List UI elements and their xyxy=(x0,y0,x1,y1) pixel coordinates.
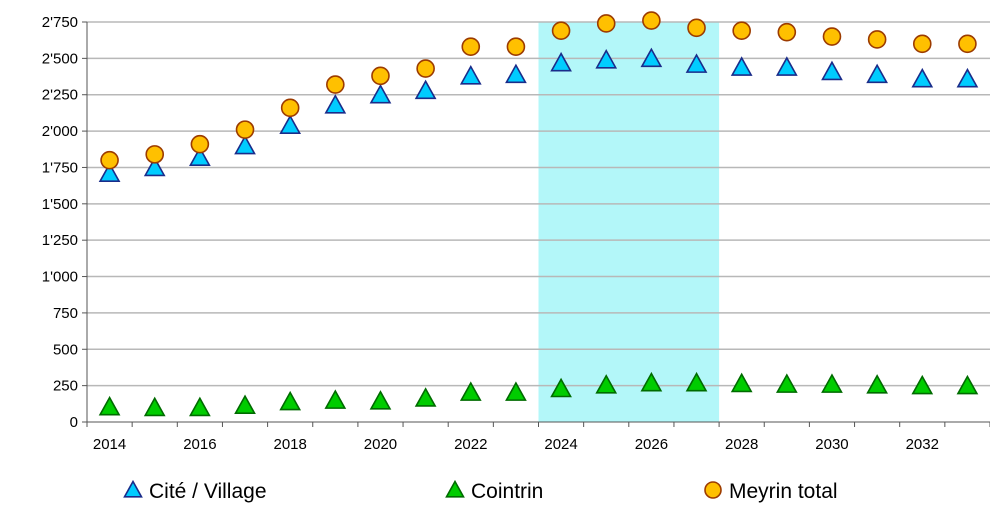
x-tick-label: 2026 xyxy=(635,436,668,453)
x-tick-label: 2024 xyxy=(544,436,577,453)
x-tick-label: 2020 xyxy=(364,436,397,453)
point-cit----village xyxy=(550,51,572,72)
y-tick-label: 2'500 xyxy=(42,50,78,67)
point-cit----village xyxy=(911,67,934,88)
point-meyrin-total xyxy=(687,18,706,38)
point-cointrin xyxy=(369,390,392,410)
y-tick-label: 2'750 xyxy=(42,14,78,31)
x-tick-labels: 2014 2016 2018 2020 2022 2024 2026 2028 2030 2032 xyxy=(93,436,939,453)
point-cit----village xyxy=(369,83,392,104)
point-cointrin xyxy=(189,396,211,417)
point-cointrin xyxy=(866,374,888,394)
gridlines xyxy=(87,21,990,387)
point-meyrin-total xyxy=(235,120,255,139)
x-tick-label: 2028 xyxy=(725,436,758,453)
point-cointrin xyxy=(956,374,979,395)
point-meyrin-total xyxy=(822,27,842,46)
point-cointrin xyxy=(459,381,482,401)
point-meyrin-total xyxy=(280,98,300,118)
legend-label: Cointrin xyxy=(471,480,543,503)
point-meyrin-total xyxy=(326,75,345,94)
point-meyrin-total xyxy=(777,22,797,42)
point-cit----village xyxy=(234,134,256,155)
point-cit----village xyxy=(685,53,708,73)
point-meyrin-total xyxy=(506,37,526,57)
point-cointrin xyxy=(775,373,798,393)
y-tick-label: 1'000 xyxy=(42,269,78,286)
x-tick-label: 2032 xyxy=(906,436,939,453)
legend-marker xyxy=(123,479,143,498)
point-cointrin xyxy=(234,394,256,415)
highlight-band-layer xyxy=(538,22,720,422)
point-cit----village xyxy=(866,63,888,84)
x-tick-label: 2018 xyxy=(273,436,306,453)
point-cit----village xyxy=(414,79,437,100)
point-cointrin xyxy=(640,371,663,392)
point-cit----village xyxy=(775,56,798,76)
x-tick-label: 2016 xyxy=(183,436,216,453)
y-tick-label: 0 xyxy=(70,414,78,431)
highlight-band xyxy=(538,22,720,422)
point-cointrin xyxy=(324,389,347,409)
point-cointrin xyxy=(98,395,121,416)
x-tick-label: 2030 xyxy=(815,436,848,453)
point-cit----village xyxy=(189,146,211,167)
data-points xyxy=(98,11,979,417)
y-tick-label: 1'250 xyxy=(42,232,78,249)
point-meyrin-total xyxy=(867,30,887,49)
y-tick-label: 1'500 xyxy=(42,196,78,213)
y-tick-label: 250 xyxy=(53,378,78,395)
legend-marker xyxy=(704,481,722,499)
axes xyxy=(82,21,990,427)
point-meyrin-total xyxy=(416,59,435,78)
point-cointrin xyxy=(911,374,934,395)
point-cit----village xyxy=(505,63,527,84)
point-meyrin-total xyxy=(642,11,661,30)
point-meyrin-total xyxy=(732,21,751,41)
x-tick-label: 2022 xyxy=(454,436,487,453)
legend-marker xyxy=(445,479,465,498)
point-cit----village xyxy=(324,94,347,114)
legend-label: Cité / Village xyxy=(149,480,267,503)
point-cointrin xyxy=(821,373,843,393)
point-cointrin xyxy=(505,381,527,401)
point-meyrin-total xyxy=(190,134,210,154)
point-cointrin xyxy=(685,371,708,392)
y-tick-labels: 0 250 500 750 1'000 1'250 1'500 1'750 2'000 2'250… xyxy=(42,14,78,431)
y-tick-label: 750 xyxy=(53,305,78,322)
point-cointrin xyxy=(143,396,166,417)
point-meyrin-total xyxy=(461,37,481,57)
y-tick-label: 500 xyxy=(53,341,78,358)
point-cointrin xyxy=(550,377,572,398)
point-meyrin-total xyxy=(371,66,390,86)
point-cit----village xyxy=(279,114,302,135)
y-tick-label: 2'000 xyxy=(42,123,78,140)
point-meyrin-total xyxy=(100,150,119,170)
y-tick-label: 1'750 xyxy=(42,159,78,176)
point-cointrin xyxy=(595,374,618,394)
point-cointrin xyxy=(414,387,437,407)
point-meyrin-total xyxy=(551,21,571,41)
point-cointrin xyxy=(279,390,302,411)
point-cit----village xyxy=(821,60,843,81)
point-meyrin-total xyxy=(145,145,165,164)
point-cit----village xyxy=(956,67,979,88)
point-cit----village xyxy=(730,56,753,76)
point-cit----village xyxy=(98,162,121,183)
point-cit----village xyxy=(459,65,482,85)
point-meyrin-total xyxy=(912,34,932,54)
point-cit----village xyxy=(143,156,166,177)
legend-label: Meyrin total xyxy=(729,480,838,503)
point-meyrin-total xyxy=(596,14,616,33)
y-tick-label: 2'250 xyxy=(42,87,78,104)
point-cit----village xyxy=(595,49,618,69)
x-tick-label: 2014 xyxy=(93,436,126,453)
legend: Cité / Village Cointrin Meyrin total xyxy=(123,479,838,503)
point-cointrin xyxy=(730,372,753,393)
point-meyrin-total xyxy=(958,34,977,54)
point-cit----village xyxy=(640,47,663,68)
